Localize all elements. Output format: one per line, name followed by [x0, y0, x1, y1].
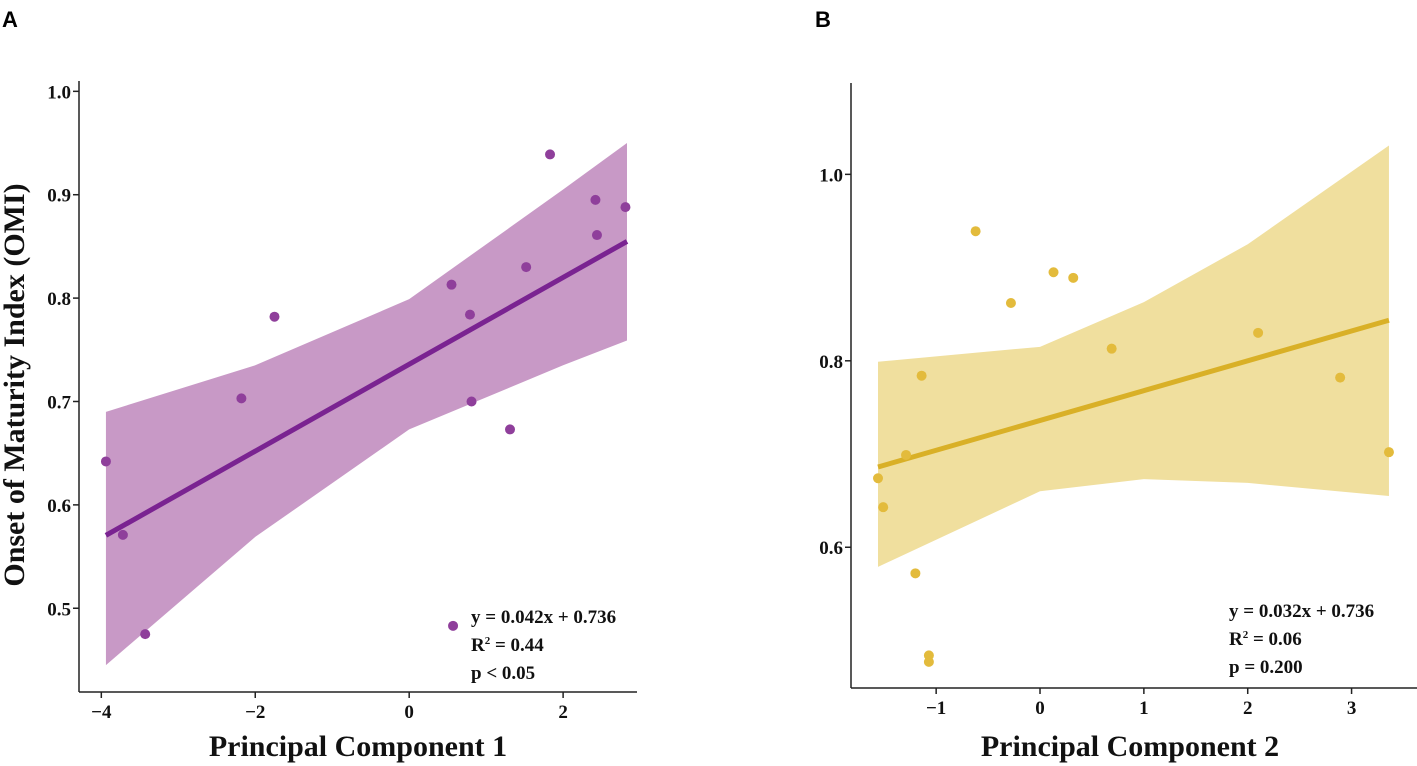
y-tick-label: 0.6 — [47, 496, 71, 517]
data-point — [464, 309, 475, 320]
confidence-band — [105, 143, 627, 666]
data-point — [269, 311, 280, 322]
data-point — [873, 473, 884, 484]
x-axis-title-b: Principal Component 2 — [981, 730, 1279, 763]
data-point — [236, 393, 247, 404]
data-point — [878, 502, 889, 513]
y-tick-label: 0.6 — [819, 538, 843, 559]
x-tick-label: −4 — [91, 702, 112, 723]
data-point — [117, 529, 128, 540]
data-point — [1383, 447, 1394, 458]
equation-b: y = 0.032x + 0.736 — [1229, 601, 1374, 622]
data-point — [1106, 343, 1117, 354]
y-tick-label: 0.9 — [47, 186, 71, 207]
y-tick-label: 0.8 — [47, 289, 71, 310]
data-point — [923, 656, 934, 667]
data-point — [910, 568, 921, 579]
data-point — [901, 449, 912, 460]
panel-a: A Principal Component 1 Onset of Maturit… — [0, 7, 637, 763]
x-tick-label: 3 — [1347, 698, 1357, 719]
data-point — [620, 202, 631, 213]
equation-a: y = 0.042x + 0.736 — [471, 607, 616, 628]
data-point — [590, 194, 601, 205]
x-tick-label: −1 — [926, 698, 946, 719]
x-tick-label: 2 — [1243, 698, 1253, 719]
plot-area-b: −1 0 1 2 3 0.6 0.8 1.0 — [819, 83, 1417, 719]
y-tick-label: 0.5 — [47, 599, 71, 620]
p-value-b: p = 0.200 — [1229, 657, 1303, 678]
data-point — [591, 230, 602, 241]
y-tick-label: 1.0 — [47, 82, 71, 103]
y-tick-label: 0.8 — [819, 352, 843, 373]
r-squared-b: R2 = 0.06 — [1229, 629, 1302, 650]
data-point — [446, 279, 457, 290]
data-point — [521, 262, 532, 273]
data-point — [1048, 267, 1059, 278]
annotation-b: y = 0.032x + 0.736 R2 = 0.06 p = 0.200 — [1229, 601, 1374, 678]
data-point — [916, 370, 927, 381]
confidence-band — [878, 145, 1389, 567]
panel-label-a: A — [2, 7, 18, 32]
panel-b: B Principal Component 2 −1 0 1 2 30.60.81.0 … — [815, 7, 1417, 763]
x-tick-label: −2 — [245, 702, 265, 723]
data-point — [1253, 327, 1264, 338]
y-axis-title: Onset of Maturity Index (OMI) — [0, 183, 31, 586]
data-point — [505, 424, 516, 435]
data-point — [448, 620, 459, 631]
data-point — [466, 396, 477, 407]
panel-label-b: B — [815, 7, 831, 32]
data-point — [100, 456, 111, 467]
data-point — [545, 149, 556, 160]
data-point — [970, 226, 981, 237]
annotation-a: y = 0.042x + 0.736 R2 = 0.44 p < 0.05 — [471, 607, 616, 684]
plot-area-a: −4 −2 0 2 0.5 0.6 0.7 0.8 0.9 1.0 — [47, 81, 637, 723]
data-point — [1005, 298, 1016, 308]
regression-line — [877, 317, 1390, 470]
data-point — [1335, 372, 1346, 383]
x-tick-label: 0 — [404, 702, 414, 723]
y-tick-label: 1.0 — [819, 165, 843, 186]
x-tick-label: 2 — [558, 702, 568, 723]
y-tick-label: 0.7 — [47, 392, 71, 413]
regression-line — [104, 239, 629, 538]
x-axis-title-a: Principal Component 1 — [209, 730, 507, 763]
x-tick-label: 0 — [1035, 698, 1045, 719]
r-squared-a: R2 = 0.44 — [471, 635, 544, 656]
data-point — [1068, 272, 1079, 283]
data-point — [140, 629, 151, 640]
x-tick-label: 1 — [1139, 698, 1149, 719]
p-value-a: p < 0.05 — [471, 663, 535, 684]
